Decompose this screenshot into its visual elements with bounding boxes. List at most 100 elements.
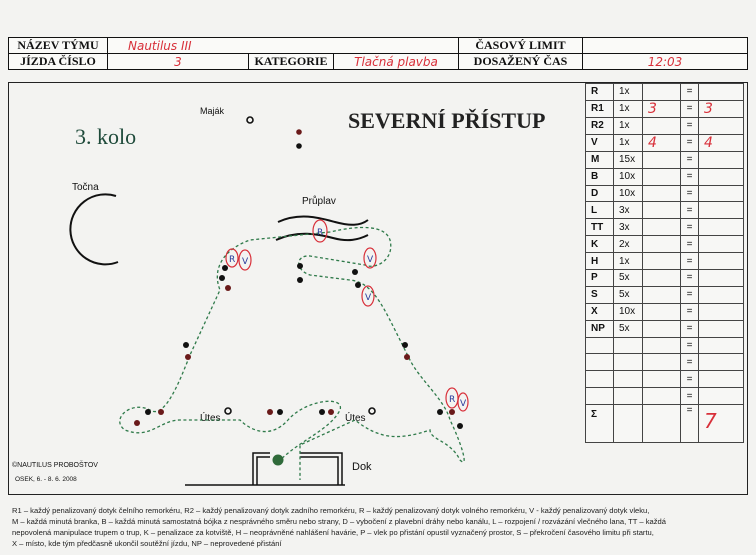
- penalty-result-field[interactable]: [698, 387, 744, 406]
- penalty-multiplier-text: 5x: [619, 289, 630, 301]
- penalty-result-field[interactable]: [698, 218, 744, 237]
- equals-sign: =: [680, 353, 699, 372]
- sum-blank: [642, 404, 681, 444]
- penalty-multiplier-text: 1x: [619, 103, 630, 115]
- penalty-score-table: R 1x = R1 1x 3 = 3 R2 1x = V 1x 4 = 4 M 15x = B 10x = D 10x = L 3x…: [585, 83, 744, 444]
- annotation-v: V: [460, 399, 467, 409]
- penalty-multiplier: 1x: [613, 83, 643, 101]
- penalty-multiplier: 3x: [613, 201, 643, 220]
- penalty-result-field[interactable]: [698, 167, 744, 186]
- penalty-code-text: M: [591, 154, 600, 166]
- penalty-result-field[interactable]: [698, 319, 744, 338]
- penalty-count-field[interactable]: [642, 218, 681, 237]
- penalty-result-field[interactable]: [698, 235, 744, 254]
- penalty-result-field[interactable]: [698, 150, 744, 169]
- penalty-code-text: K: [591, 238, 599, 250]
- equals-sign: =: [680, 370, 699, 389]
- penalty-result-field[interactable]: 3: [698, 99, 744, 118]
- penalty-result-field[interactable]: [698, 252, 744, 271]
- penalty-multiplier: 1x: [613, 252, 643, 271]
- score-row: R 1x =: [585, 83, 744, 101]
- penalty-result-field[interactable]: [698, 336, 744, 355]
- penalty-count-field[interactable]: [642, 269, 681, 287]
- penalty-code-text: L: [591, 204, 598, 216]
- penalty-multiplier: [613, 387, 643, 406]
- sum-blank: [613, 404, 643, 444]
- penalty-code: V: [585, 133, 614, 152]
- penalty-result-field[interactable]: [698, 184, 744, 203]
- penalty-multiplier-text: 10x: [619, 171, 636, 183]
- dock-label: Dok: [352, 461, 372, 473]
- achieved-time-field[interactable]: 12:03: [582, 53, 748, 70]
- legend-line: R1 – každý penalizovaný dotyk čelního re…: [12, 506, 650, 515]
- penalty-result-field[interactable]: [698, 370, 744, 389]
- equals-sign-text: =: [686, 306, 693, 318]
- turntable-label: Točna: [72, 182, 99, 193]
- equals-sign-text: =: [686, 171, 693, 183]
- equals-sign-text: =: [686, 154, 693, 166]
- penalty-result-field[interactable]: [698, 302, 744, 321]
- sum-total-field[interactable]: 7: [698, 404, 744, 444]
- ride-number-value: 3: [174, 54, 182, 69]
- legend-line: M – každá minutá branka, B – každá minut…: [12, 517, 667, 526]
- penalty-count-field[interactable]: [642, 235, 681, 254]
- penalty-count-field[interactable]: [642, 83, 681, 101]
- penalty-count-field-text: 3: [648, 100, 657, 117]
- equals-sign: =: [680, 252, 699, 271]
- penalty-result-field-text: 4: [704, 134, 713, 151]
- penalty-count-field[interactable]: [642, 387, 681, 406]
- penalty-letters: R R V V V R V: [229, 228, 467, 409]
- equals-sign-text: =: [686, 289, 693, 301]
- penalty-code-text: R2: [591, 120, 604, 132]
- dock-structure: [185, 452, 345, 486]
- score-row: NP 5x =: [585, 319, 744, 338]
- equals-sign-text: =: [686, 221, 693, 233]
- penalty-multiplier-text: 3x: [619, 221, 630, 233]
- ride-number-field[interactable]: 3: [107, 53, 249, 70]
- penalty-count-field[interactable]: 4: [642, 133, 681, 152]
- penalty-code: [585, 353, 614, 372]
- penalty-result-field[interactable]: [698, 353, 744, 372]
- penalty-count-field[interactable]: [642, 370, 681, 389]
- score-row: R2 1x =: [585, 116, 744, 135]
- legend-line: X – místo, kde tým předčasně ukončil sou…: [12, 539, 282, 548]
- penalty-count-field[interactable]: [642, 336, 681, 355]
- penalty-count-field[interactable]: [642, 252, 681, 271]
- penalty-result-field[interactable]: [698, 83, 744, 101]
- team-name-field[interactable]: Nautilus III: [107, 37, 459, 54]
- penalty-multiplier: 10x: [613, 302, 643, 321]
- equals-sign-text: =: [686, 188, 693, 199]
- penalty-count-field[interactable]: [642, 353, 681, 372]
- penalty-multiplier-text: 1x: [619, 120, 630, 132]
- penalty-legend: R1 – každý penalizovaný dotyk čelního re…: [12, 505, 747, 549]
- penalty-count-field[interactable]: 3: [642, 99, 681, 118]
- penalty-result-field[interactable]: 4: [698, 133, 744, 152]
- penalty-result-field[interactable]: [698, 269, 744, 287]
- penalty-result-field[interactable]: [698, 201, 744, 220]
- penalty-count-field[interactable]: [642, 285, 681, 304]
- turntable-arc: [69, 193, 119, 266]
- penalty-multiplier: 1x: [613, 116, 643, 135]
- equals-sign: =: [680, 150, 699, 169]
- equals-sign: =: [680, 404, 699, 444]
- route-path: [119, 226, 465, 480]
- penalty-result-field[interactable]: [698, 116, 744, 135]
- equals-sign-text: =: [686, 103, 693, 115]
- penalty-code: NP: [585, 319, 614, 338]
- penalty-multiplier-text: 10x: [619, 188, 636, 199]
- annotation-v: V: [365, 293, 372, 303]
- penalty-code: L: [585, 201, 614, 220]
- penalty-result-field[interactable]: [698, 285, 744, 304]
- sum-row: Σ = 7: [585, 404, 744, 444]
- penalty-count-field[interactable]: [642, 150, 681, 169]
- penalty-code-text: P: [591, 272, 598, 284]
- score-row: P 5x =: [585, 269, 744, 287]
- penalty-count-field[interactable]: [642, 201, 681, 220]
- penalty-count-field[interactable]: [642, 184, 681, 203]
- penalty-count-field[interactable]: [642, 116, 681, 135]
- penalty-count-field[interactable]: [642, 319, 681, 338]
- penalty-code-text: R1: [591, 103, 604, 115]
- category-field[interactable]: Tlačná plavba: [333, 53, 459, 70]
- penalty-count-field[interactable]: [642, 302, 681, 321]
- penalty-count-field[interactable]: [642, 167, 681, 186]
